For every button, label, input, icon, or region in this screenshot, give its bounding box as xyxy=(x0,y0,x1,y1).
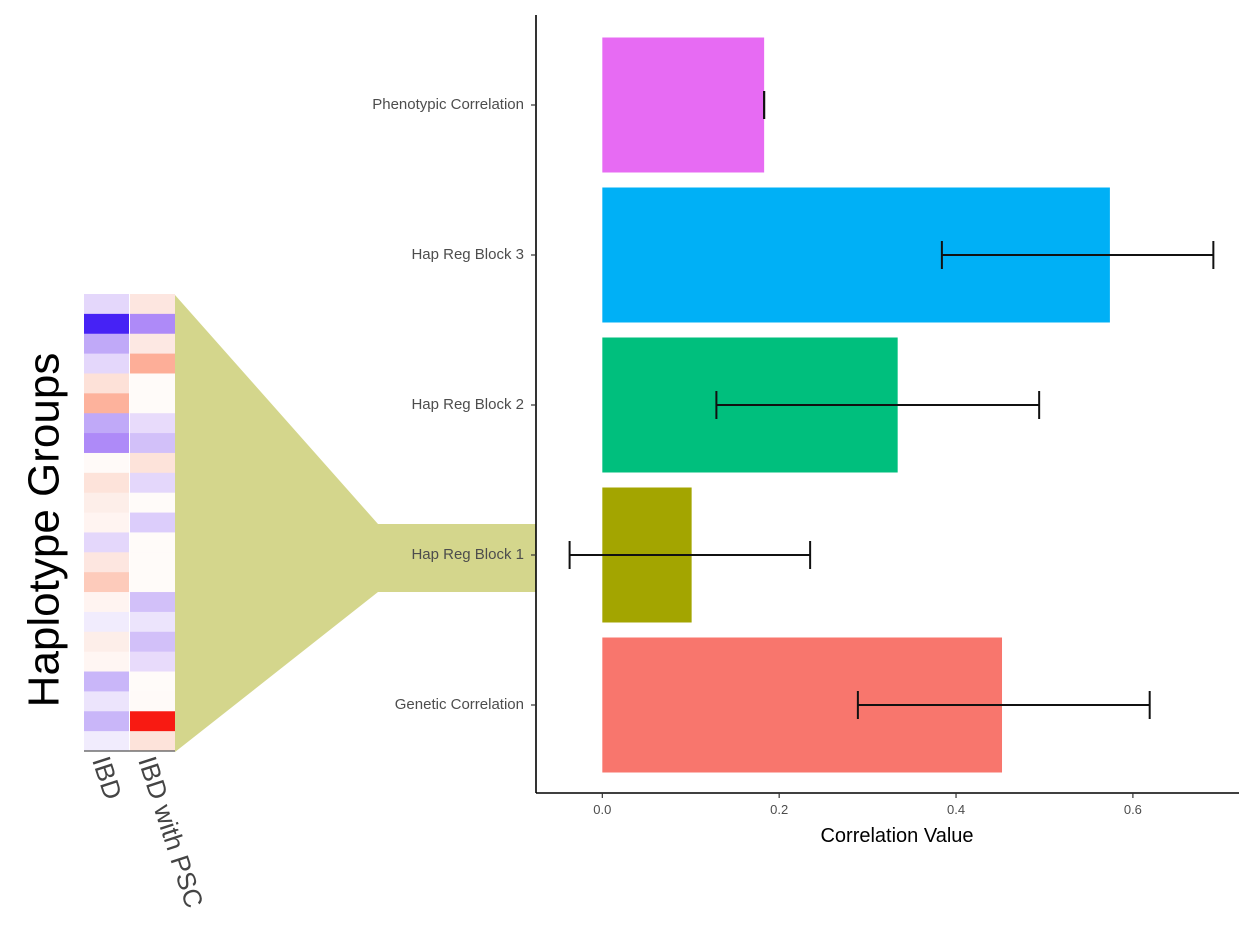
heatmap-column-labels: IBD IBD with PSC xyxy=(86,753,209,912)
heatmap-cell xyxy=(84,532,129,553)
heatmap-cell xyxy=(84,711,129,732)
heatmap-cell xyxy=(130,671,175,692)
heatmap-cell xyxy=(84,294,129,315)
heatmap-cell xyxy=(130,651,175,672)
heatmap-cell xyxy=(130,353,175,374)
heatmap-cell xyxy=(84,572,129,593)
y-tick-label: Hap Reg Block 1 xyxy=(411,546,524,563)
heatmap-cell xyxy=(84,552,129,573)
heatmap-cell xyxy=(130,731,175,752)
heatmap-cell xyxy=(130,631,175,653)
x-tick-label: 0.6 xyxy=(1124,802,1142,817)
heatmap-cell xyxy=(130,294,175,315)
heatmap-cell xyxy=(130,333,175,355)
heatmap-cell xyxy=(130,611,175,633)
y-tick-label: Genetic Correlation xyxy=(395,696,524,713)
x-axis-ticks: 0.0 0.2 0.4 0.6 xyxy=(593,793,1142,817)
heatmap-cell xyxy=(84,373,129,394)
heatmap-cell xyxy=(84,512,129,533)
x-tick-label: 0.2 xyxy=(770,802,788,817)
bar-chart: Phenotypic Correlation Hap Reg Block 3 Hap… xyxy=(372,15,1239,847)
heatmap-cell xyxy=(84,691,129,712)
heatmap-cell xyxy=(130,373,175,394)
heatmap-cell xyxy=(84,393,129,414)
heatmap-cell xyxy=(84,313,129,335)
x-tick-label: 0.0 xyxy=(593,802,611,817)
x-axis-title: Correlation Value xyxy=(820,825,973,847)
heatmap-cell xyxy=(84,671,129,692)
heatmap-cell xyxy=(84,353,129,374)
error-bar xyxy=(715,391,1041,419)
heatmap-cell xyxy=(130,452,175,474)
heatmap-cell xyxy=(84,651,129,672)
heatmap-cell xyxy=(130,691,175,712)
heatmap xyxy=(84,294,175,752)
y-axis-ticks: Phenotypic Correlation Hap Reg Block 3 Hap… xyxy=(372,96,536,713)
error-bar xyxy=(940,241,1215,269)
heatmap-cell xyxy=(84,592,129,613)
callout-connector xyxy=(175,295,536,752)
heatmap-cell xyxy=(130,472,175,494)
heatmap-cell xyxy=(84,492,129,513)
heatmap-cell xyxy=(130,413,175,434)
heatmap-cell xyxy=(84,433,129,454)
heatmap-cell xyxy=(130,532,175,553)
haplotype-groups-label: Haplotype Groups xyxy=(20,353,69,708)
heatmap-cell xyxy=(130,512,175,533)
bar-phenotypic-correlation xyxy=(602,37,765,173)
heatmap-cell xyxy=(84,631,129,653)
heatmap-cell xyxy=(130,492,175,513)
heatmap-cell xyxy=(84,472,129,494)
error-bar xyxy=(856,691,1151,719)
heatmap-cell xyxy=(130,711,175,732)
y-tick-label: Hap Reg Block 3 xyxy=(411,246,524,263)
heatmap-cell xyxy=(84,611,129,633)
error-bar xyxy=(568,541,812,569)
y-tick-label: Hap Reg Block 2 xyxy=(411,396,524,413)
heatmap-cell xyxy=(84,333,129,355)
heatmap-cell xyxy=(130,592,175,613)
error-bars xyxy=(568,91,1215,719)
heatmap-col-label-ibd: IBD xyxy=(86,753,128,803)
y-tick-label: Phenotypic Correlation xyxy=(372,96,524,113)
heatmap-cell xyxy=(84,731,129,752)
heatmap-cell xyxy=(130,572,175,593)
heatmap-cell xyxy=(130,433,175,454)
heatmap-cell xyxy=(130,393,175,414)
heatmap-cell xyxy=(84,452,129,474)
heatmap-col-label-ibd-with-psc: IBD with PSC xyxy=(132,753,209,912)
heatmap-cell xyxy=(130,313,175,335)
x-tick-label: 0.4 xyxy=(947,802,965,817)
heatmap-cell xyxy=(84,413,129,434)
heatmap-cell xyxy=(130,552,175,573)
